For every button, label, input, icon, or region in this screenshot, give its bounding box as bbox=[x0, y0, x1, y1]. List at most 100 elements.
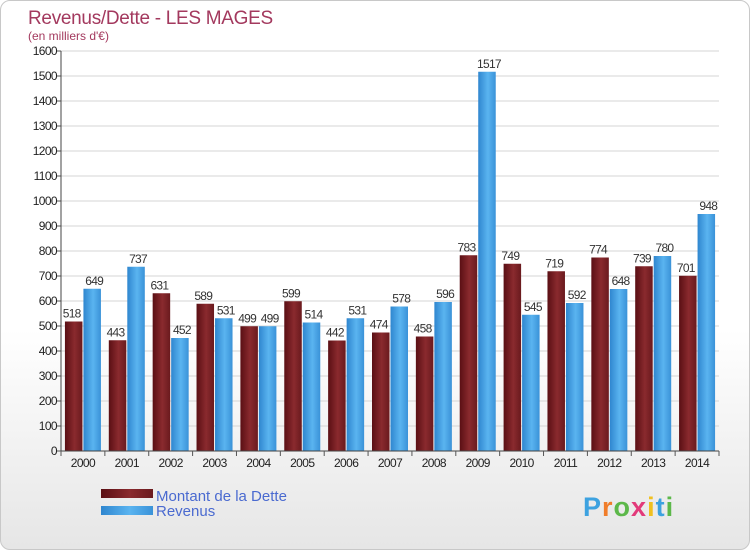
x-tick-label: 2007 bbox=[378, 456, 403, 470]
y-tick-label: 0 bbox=[51, 444, 58, 458]
bar-revenus bbox=[127, 266, 145, 451]
data-label-debt: 442 bbox=[326, 326, 345, 340]
grid-lines bbox=[61, 50, 719, 452]
bar-revenus bbox=[390, 306, 408, 451]
bar-debt bbox=[284, 301, 302, 451]
bar-debt bbox=[328, 340, 346, 451]
data-label-revenus: 531 bbox=[348, 303, 367, 317]
data-label-debt: 458 bbox=[414, 322, 433, 336]
proxiti-wordmark: Proxiti bbox=[583, 492, 674, 522]
bars bbox=[64, 71, 716, 451]
data-label-debt: 599 bbox=[282, 286, 301, 300]
data-label-revenus: 780 bbox=[655, 241, 674, 255]
y-tick-label: 900 bbox=[39, 219, 58, 233]
bar-debt bbox=[196, 303, 215, 451]
data-label-debt: 474 bbox=[370, 318, 389, 332]
legend: Montant de la Dette Revenus bbox=[101, 488, 287, 520]
y-tick-label: 800 bbox=[39, 244, 58, 258]
bar-revenus bbox=[171, 338, 189, 451]
bar-revenus bbox=[478, 71, 496, 451]
logo-letter: i bbox=[666, 492, 675, 522]
bar-debt bbox=[415, 336, 434, 451]
x-tick-label: 2006 bbox=[334, 456, 359, 470]
data-label-debt: 749 bbox=[501, 249, 520, 263]
data-label-revenus: 1517 bbox=[477, 57, 502, 71]
bar-revenus bbox=[609, 289, 628, 451]
data-label-revenus: 578 bbox=[392, 292, 411, 306]
bar-revenus bbox=[565, 303, 584, 451]
bar-revenus bbox=[522, 314, 540, 451]
data-label-revenus: 737 bbox=[129, 252, 148, 266]
y-tick-label: 700 bbox=[39, 269, 58, 283]
x-tick-label: 2003 bbox=[202, 456, 227, 470]
bar-debt bbox=[64, 321, 83, 451]
logo-letter: x bbox=[631, 492, 647, 522]
y-axis-ticks: 0 100 200 300 400 500 600 700 800 900 1000 1100 1200… bbox=[33, 44, 61, 458]
chart-subtitle: (en milliers d'€) bbox=[28, 29, 109, 43]
bar-debt bbox=[459, 255, 478, 451]
y-tick-label: 1500 bbox=[33, 69, 58, 83]
bar-revenus bbox=[302, 322, 321, 451]
logo-letter: r bbox=[602, 492, 614, 522]
x-tick-label: 2002 bbox=[159, 456, 184, 470]
proxiti-logo: Proxiti bbox=[583, 492, 674, 522]
bar-debt bbox=[152, 293, 171, 451]
bar-debt bbox=[503, 263, 522, 451]
y-tick-label: 1000 bbox=[33, 194, 58, 208]
bar-debt bbox=[108, 340, 127, 451]
data-label-debt: 783 bbox=[458, 240, 477, 254]
y-tick-label: 1600 bbox=[33, 44, 58, 58]
bar-revenus bbox=[653, 256, 672, 451]
data-label-revenus: 545 bbox=[524, 300, 543, 314]
data-label-revenus: 948 bbox=[699, 199, 718, 213]
x-tick-label: 2001 bbox=[115, 456, 140, 470]
x-tick-label: 2008 bbox=[422, 456, 447, 470]
data-label-debt: 719 bbox=[545, 256, 564, 270]
y-tick-label: 100 bbox=[39, 419, 58, 433]
x-tick-label: 2014 bbox=[685, 456, 710, 470]
logo-letter: o bbox=[614, 492, 632, 522]
bar-revenus bbox=[83, 288, 101, 451]
data-label-debt: 774 bbox=[589, 243, 608, 257]
data-label-revenus: 596 bbox=[436, 287, 455, 301]
bar-debt bbox=[240, 326, 258, 451]
legend-label-revenus: Revenus bbox=[156, 503, 215, 520]
data-label-debt: 443 bbox=[107, 325, 126, 339]
x-tick-label: 2011 bbox=[554, 456, 578, 470]
bar-debt bbox=[591, 257, 609, 451]
bar-debt bbox=[547, 271, 565, 451]
bar-debt bbox=[372, 332, 390, 451]
y-tick-label: 400 bbox=[39, 344, 58, 358]
y-tick-label: 1400 bbox=[33, 94, 58, 108]
x-tick-label: 2004 bbox=[246, 456, 271, 470]
bar-revenus bbox=[697, 214, 716, 451]
y-tick-label: 500 bbox=[39, 319, 58, 333]
bar-revenus bbox=[215, 318, 233, 451]
legend-label-debt: Montant de la Dette bbox=[156, 488, 287, 505]
bar-revenus bbox=[346, 318, 365, 451]
y-tick-label: 200 bbox=[39, 394, 58, 408]
data-label-debt: 518 bbox=[63, 307, 82, 321]
bar-debt bbox=[635, 266, 653, 451]
data-label-revenus: 531 bbox=[217, 303, 236, 317]
x-axis-ticks: 2000 2001 2002 2003 2004 2005 2006 2007 2008 2009… bbox=[60, 451, 720, 470]
x-tick-label: 2013 bbox=[641, 456, 666, 470]
data-label-debt: 701 bbox=[677, 261, 696, 275]
logo-letter: i bbox=[647, 492, 656, 522]
y-tick-label: 1200 bbox=[33, 144, 58, 158]
x-tick-label: 2010 bbox=[509, 456, 534, 470]
data-label-revenus: 592 bbox=[568, 288, 587, 302]
x-tick-label: 2009 bbox=[466, 456, 491, 470]
data-label-revenus: 649 bbox=[85, 274, 104, 288]
data-label-debt: 631 bbox=[150, 278, 169, 292]
bar-debt bbox=[679, 275, 697, 451]
data-label-revenus: 452 bbox=[173, 323, 192, 337]
legend-swatch-debt bbox=[101, 489, 153, 498]
x-tick-label: 2005 bbox=[290, 456, 315, 470]
data-label-debt: 739 bbox=[633, 251, 652, 265]
bar-revenus bbox=[258, 326, 277, 451]
data-label-debt: 499 bbox=[238, 311, 257, 325]
